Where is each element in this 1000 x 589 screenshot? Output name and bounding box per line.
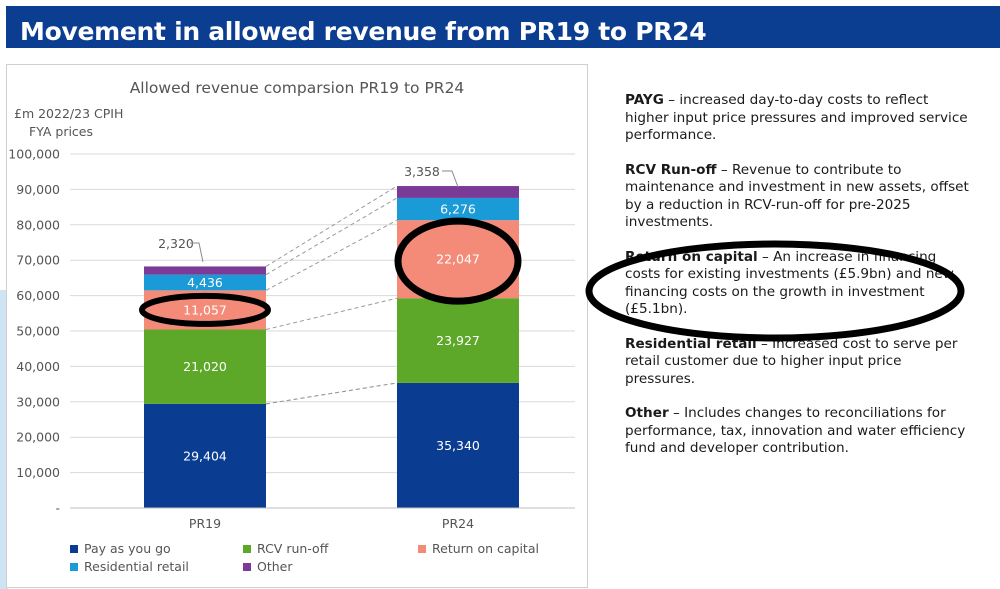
bar-segment-payg-pr19: [144, 403, 266, 508]
x-tick-label: PR24: [442, 516, 474, 531]
legend-label: Other: [257, 559, 293, 574]
revenue-chart: Allowed revenue comparsion PR19 to PR24 £…: [8, 79, 575, 574]
legend-swatch-residential_retail: [70, 563, 78, 571]
note-payg: PAYG – increased day-to-day costs to ref…: [625, 92, 970, 145]
banner-bar: Movement in allowed revenue from PR19 to…: [6, 6, 1000, 48]
data-label: 6,276: [440, 202, 476, 217]
note-rcv: RCV Run-off – Revenue to contribute to m…: [625, 162, 970, 232]
y-tick-label: 20,000: [16, 430, 60, 445]
data-label: 23,927: [436, 333, 480, 348]
y-tick-label: -: [55, 501, 60, 516]
y-tick-label: 40,000: [16, 359, 60, 374]
return-on-capital-pr19-highlight-ellipse: [139, 292, 271, 327]
leader-line: [190, 242, 204, 263]
y-tick-label: 90,000: [16, 182, 60, 197]
data-label: 21,020: [183, 359, 227, 374]
legend-swatch-rcv: [243, 545, 251, 553]
y-axis-label: FYA prices: [29, 124, 93, 139]
note-term: RCV Run-off: [625, 161, 717, 178]
note-return-on-capital: Return on capital – An increase in finan…: [625, 249, 970, 319]
note-term: Residential retail: [625, 335, 757, 352]
y-tick-label: 50,000: [16, 324, 60, 339]
bar-segment-other-pr19: [144, 266, 266, 275]
y-axis-label: £m 2022/23 CPIH: [14, 106, 123, 121]
y-tick-label: 70,000: [16, 253, 60, 268]
legend-label: Return on capital: [432, 541, 539, 556]
legend-label: Pay as you go: [84, 541, 171, 556]
notes-panel: PAYG – increased day-to-day costs to ref…: [625, 92, 970, 475]
y-tick-label: 100,000: [8, 147, 60, 162]
note-residential-retail: Residential retail – Increased cost to s…: [625, 336, 970, 389]
data-label-other: 2,320: [158, 236, 194, 251]
left-edge-decoration: [0, 290, 8, 589]
connector-line: [265, 185, 398, 267]
bar-segment-residential_retail-pr19: [144, 274, 266, 291]
legend-swatch-return_on_capital: [418, 545, 426, 553]
data-label: 29,404: [183, 448, 227, 463]
note-text: – Includes changes to reconciliations fo…: [625, 405, 966, 456]
data-label: 4,436: [187, 275, 223, 290]
connector-line: [265, 382, 398, 405]
note-other: Other – Includes changes to reconciliati…: [625, 405, 970, 458]
chart-title: Allowed revenue comparsion PR19 to PR24: [130, 79, 465, 97]
data-label: 11,057: [183, 302, 227, 317]
y-tick-label: 10,000: [16, 465, 60, 480]
y-tick-label: 60,000: [16, 288, 60, 303]
leader-line: [442, 170, 459, 188]
connector-line: [265, 297, 398, 330]
legend-swatch-other: [243, 563, 251, 571]
note-term: Return on capital: [625, 248, 758, 265]
legend-label: Residential retail: [84, 559, 189, 574]
y-tick-label: 30,000: [16, 394, 60, 409]
note-text: – increased day-to-day costs to reflect …: [625, 92, 968, 143]
y-tick-label: 80,000: [16, 217, 60, 232]
note-text: – Revenue to contribute to maintenance a…: [625, 161, 969, 231]
connector-line: [265, 197, 398, 276]
bar-segment-rcv-pr24: [397, 298, 519, 383]
connector-line: [265, 219, 398, 291]
x-tick-label: PR19: [189, 516, 221, 531]
return-on-capital-pr24-highlight-ellipse: [394, 217, 522, 305]
page-title: Movement in allowed revenue from PR19 to…: [20, 17, 707, 46]
data-label-other: 3,358: [404, 164, 440, 179]
bar-segment-residential_retail-pr24: [397, 197, 519, 221]
note-term: PAYG: [625, 92, 664, 108]
data-label: 22,047: [436, 252, 480, 267]
data-label: 35,340: [436, 438, 480, 453]
bar-segment-payg-pr24: [397, 382, 519, 508]
banner: Movement in allowed revenue from PR19 to…: [0, 0, 1000, 52]
bar-segment-rcv-pr19: [144, 329, 266, 404]
bar-segment-other-pr24: [397, 186, 519, 198]
note-term: Other: [625, 405, 669, 421]
legend-swatch-payg: [70, 545, 78, 553]
legend-label: RCV run-off: [257, 541, 329, 556]
